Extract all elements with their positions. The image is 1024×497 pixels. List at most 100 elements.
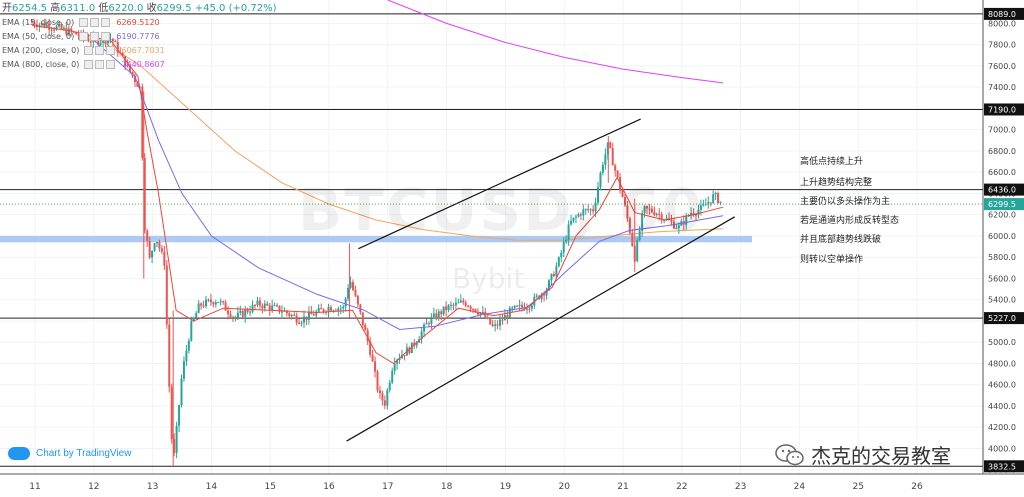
level-label: 7190.0	[988, 105, 1016, 114]
candle-body	[623, 197, 626, 206]
price-tick-label: 6800.0	[988, 147, 1016, 156]
candle-body	[386, 390, 389, 406]
author-watermark-text: 杰克的交易教室	[811, 444, 951, 468]
close-icon[interactable]	[105, 60, 115, 69]
candle-body	[521, 304, 524, 308]
candle-body	[280, 311, 283, 313]
candle-body	[403, 355, 406, 357]
channel-lower-line[interactable]	[346, 216, 736, 442]
candle-body	[435, 313, 438, 319]
eye-icon[interactable]	[83, 60, 93, 69]
time-tick-label: 11	[29, 482, 40, 492]
candle-body	[133, 75, 136, 83]
channel-upper-line[interactable]	[358, 118, 641, 250]
candle-body	[268, 305, 271, 311]
time-tick-label: 21	[617, 482, 628, 492]
settings-icon[interactable]	[89, 18, 99, 27]
candle-body	[288, 313, 291, 316]
candle-body	[562, 242, 565, 253]
candle-body	[116, 41, 119, 53]
candle-body	[646, 206, 649, 209]
tradingview-logo-icon	[8, 447, 30, 460]
candle-body	[702, 204, 705, 206]
legend-row-ema800[interactable]: EMA (800, close, 0) 7440.8607	[2, 58, 277, 72]
eye-icon[interactable]	[78, 18, 88, 27]
candle-body	[55, 26, 58, 30]
candle-body	[126, 64, 129, 67]
price-tick-label: 4400.0	[988, 402, 1016, 411]
time-tick-label: 15	[264, 482, 275, 492]
candle-body	[577, 214, 580, 217]
candle-body	[163, 251, 166, 266]
candle-body	[209, 299, 212, 303]
candle-body	[454, 302, 457, 306]
candle-body	[75, 31, 78, 35]
level-label: 3832.5	[988, 462, 1016, 471]
candle-body	[589, 209, 592, 211]
close-icon[interactable]	[105, 46, 115, 55]
candle-body	[339, 308, 342, 310]
candle-body	[53, 29, 56, 31]
candle-body	[440, 311, 443, 315]
candle-body	[77, 34, 80, 36]
time-tick-label: 19	[500, 482, 512, 492]
candle-body	[234, 317, 237, 319]
candle-body	[655, 213, 658, 215]
candle-body	[611, 147, 614, 166]
legend-row-ema15[interactable]: EMA (15, close, 0) 6269.5120	[2, 16, 277, 30]
candle-body	[124, 55, 127, 67]
eye-icon[interactable]	[83, 46, 93, 55]
candle-body	[690, 213, 693, 216]
candle-body	[195, 313, 198, 318]
candle-body	[192, 317, 195, 321]
candle-body	[376, 371, 379, 391]
candle-body	[258, 300, 261, 306]
candle-body	[182, 361, 185, 379]
candle-body	[699, 205, 702, 210]
ema-15-path	[32, 25, 724, 365]
settings-icon[interactable]	[94, 60, 104, 69]
symbol-watermark: BTCUSD, 60	[298, 176, 705, 244]
candle-body	[315, 311, 318, 316]
candle-body	[246, 309, 249, 313]
close-icon[interactable]	[100, 32, 110, 41]
candle-body	[87, 38, 90, 42]
settings-icon[interactable]	[94, 46, 104, 55]
candle-body	[579, 214, 582, 216]
legend-row-ema200[interactable]: EMA (200, close, 0) 6067.7031	[2, 44, 277, 58]
level-label-bg	[984, 460, 1024, 473]
candle-body	[200, 303, 203, 306]
time-tick-label: 26	[911, 482, 923, 492]
candle-body	[303, 316, 306, 323]
candle-body	[597, 187, 600, 203]
high-value: 6311.0	[60, 3, 96, 14]
time-tick-label: 13	[147, 482, 158, 492]
annotation-line-4: 若是通道内形成反转型态	[800, 216, 900, 226]
legend-ema800-value: 7440.8607	[121, 60, 165, 69]
candle-body	[604, 154, 607, 165]
candle-body	[352, 282, 355, 290]
candle-body	[670, 220, 673, 222]
candle-body	[479, 312, 482, 315]
ema-50-path	[93, 40, 724, 331]
legend-row-ema50[interactable]: EMA (50, close, 0) 6190.7776	[2, 30, 277, 44]
time-tick-label: 23	[735, 482, 746, 492]
candle-body	[361, 312, 364, 326]
settings-icon[interactable]	[89, 32, 99, 41]
candle-body	[550, 273, 553, 281]
close-icon[interactable]	[100, 18, 110, 27]
legend-ema200-label: EMA (200, close, 0)	[2, 46, 80, 55]
time-tick-label: 20	[558, 482, 570, 492]
candle-body	[660, 214, 663, 221]
candle-body	[450, 304, 453, 306]
candle-body	[518, 304, 521, 307]
tradingview-brand[interactable]: Chart by TradingView	[8, 447, 131, 460]
candle-body	[266, 303, 269, 306]
candle-body	[222, 301, 225, 303]
eye-icon[interactable]	[78, 32, 88, 41]
support-zone-band	[0, 235, 752, 243]
candle-body	[621, 189, 624, 198]
candle-body	[187, 340, 190, 351]
legend-ema50-label: EMA (50, close, 0)	[2, 32, 75, 41]
